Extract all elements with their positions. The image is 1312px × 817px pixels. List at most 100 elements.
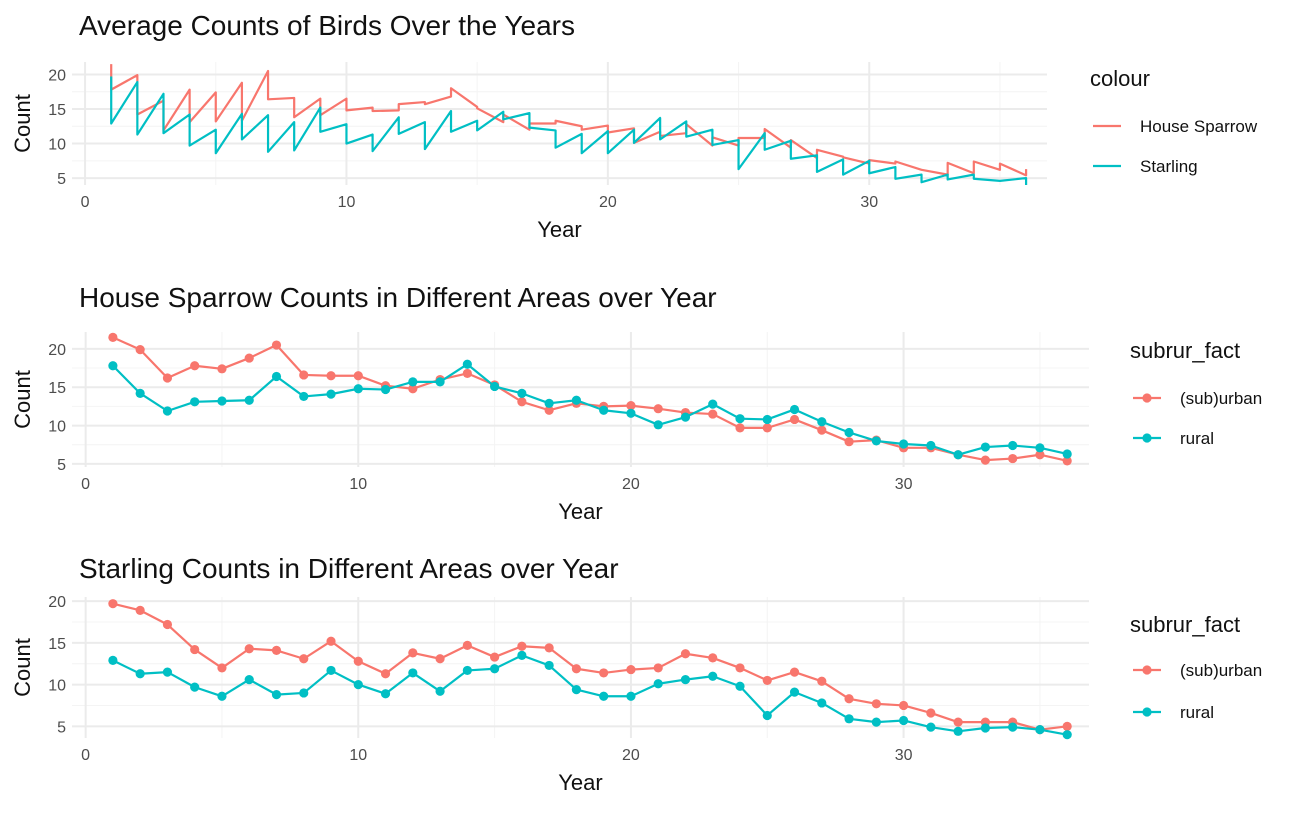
legend-label: rural <box>1180 703 1214 722</box>
data-point <box>490 381 500 392</box>
data-point <box>680 412 691 422</box>
data-point <box>844 427 854 438</box>
data-point <box>844 714 854 724</box>
data-point <box>571 685 582 695</box>
data-point <box>462 359 472 369</box>
data-point <box>1008 440 1018 451</box>
data-point <box>844 694 854 704</box>
data-point <box>1062 449 1072 459</box>
data-point <box>953 717 963 727</box>
data-point <box>162 667 173 677</box>
data-point <box>953 450 963 460</box>
y-tick-label: 5 <box>57 457 66 474</box>
y-tick-label: 15 <box>48 380 66 397</box>
data-point <box>735 414 745 424</box>
data-point <box>435 377 445 387</box>
chart-panel-1: 0 10 20 30 5 10 15 20 Average Counts of Birds Ov… <box>10 10 1258 242</box>
data-point <box>490 652 500 662</box>
data-point <box>1062 730 1072 740</box>
data-point <box>108 599 118 609</box>
data-point <box>490 664 500 674</box>
legend-key-point <box>1142 707 1152 717</box>
series-line-1 <box>112 602 1068 731</box>
data-point <box>217 691 227 701</box>
data-point <box>190 682 200 692</box>
data-point <box>108 361 118 371</box>
data-point <box>980 455 990 465</box>
x-tick-label: 30 <box>860 194 878 211</box>
data-point <box>108 332 118 342</box>
x-tick-label: 30 <box>895 476 913 493</box>
x-tick-label: 20 <box>622 747 640 764</box>
data-point <box>1062 456 1072 466</box>
legend-key-point <box>1142 433 1152 443</box>
y-tick-label: 20 <box>48 342 66 359</box>
data-point <box>244 353 254 363</box>
data-point <box>162 619 173 630</box>
data-point <box>135 605 145 615</box>
data-point <box>953 726 963 736</box>
y-tick-label: 10 <box>48 678 66 695</box>
data-point <box>926 440 936 451</box>
data-point <box>544 398 554 408</box>
data-point <box>844 437 854 447</box>
y-axis-title: Count <box>10 370 35 429</box>
chart-panel-3: 0 10 20 30 5 10 15 20 Starling Counts in Differe… <box>10 553 1262 795</box>
x-tick-label: 10 <box>349 747 367 764</box>
data-point <box>926 708 936 718</box>
data-point <box>817 676 827 686</box>
x-tick-label: 10 <box>349 476 367 493</box>
data-point <box>735 681 745 691</box>
series-line-2 <box>112 654 1068 736</box>
data-point <box>789 667 800 677</box>
chart-panel-2: 0 10 20 30 5 10 15 20 House Sparrow Counts in Di… <box>10 282 1262 524</box>
data-point <box>353 680 363 690</box>
data-point <box>162 406 173 416</box>
data-point <box>898 439 909 449</box>
data-point <box>326 665 336 676</box>
data-point <box>789 687 800 697</box>
data-point <box>653 420 663 430</box>
y-tick-label: 10 <box>48 137 66 154</box>
data-point <box>326 636 336 646</box>
y-axis-title: Count <box>10 94 35 153</box>
data-point <box>408 377 418 387</box>
data-point <box>708 399 718 409</box>
data-point <box>135 345 145 355</box>
data-point <box>735 663 745 673</box>
data-point <box>462 640 472 650</box>
legend-label: Starling <box>1140 157 1198 176</box>
data-point <box>326 389 336 399</box>
y-tick-label: 10 <box>48 419 66 436</box>
data-point <box>980 442 990 452</box>
data-point <box>871 717 881 727</box>
data-point <box>299 391 309 402</box>
data-point <box>271 690 282 700</box>
data-point <box>217 364 227 374</box>
legend-title: colour <box>1090 66 1150 91</box>
y-tick-label: 20 <box>48 67 66 84</box>
data-point <box>571 664 582 674</box>
data-point <box>653 663 663 673</box>
data-point <box>326 371 336 381</box>
data-point <box>871 699 881 709</box>
data-point <box>626 401 636 411</box>
data-point <box>544 405 554 415</box>
data-point <box>735 423 745 433</box>
data-point <box>517 397 527 407</box>
data-point <box>708 671 718 681</box>
x-tick-label: 30 <box>895 747 913 764</box>
data-point <box>408 384 418 394</box>
series-line-2 <box>112 363 1068 456</box>
data-point <box>162 373 173 383</box>
chart-title: Average Counts of Birds Over the Years <box>79 10 575 41</box>
data-point <box>135 669 145 679</box>
y-tick-label: 5 <box>57 171 66 188</box>
data-point <box>353 371 363 381</box>
data-point <box>599 405 609 415</box>
data-point <box>299 654 309 664</box>
data-point <box>653 679 663 689</box>
data-point <box>380 689 391 699</box>
